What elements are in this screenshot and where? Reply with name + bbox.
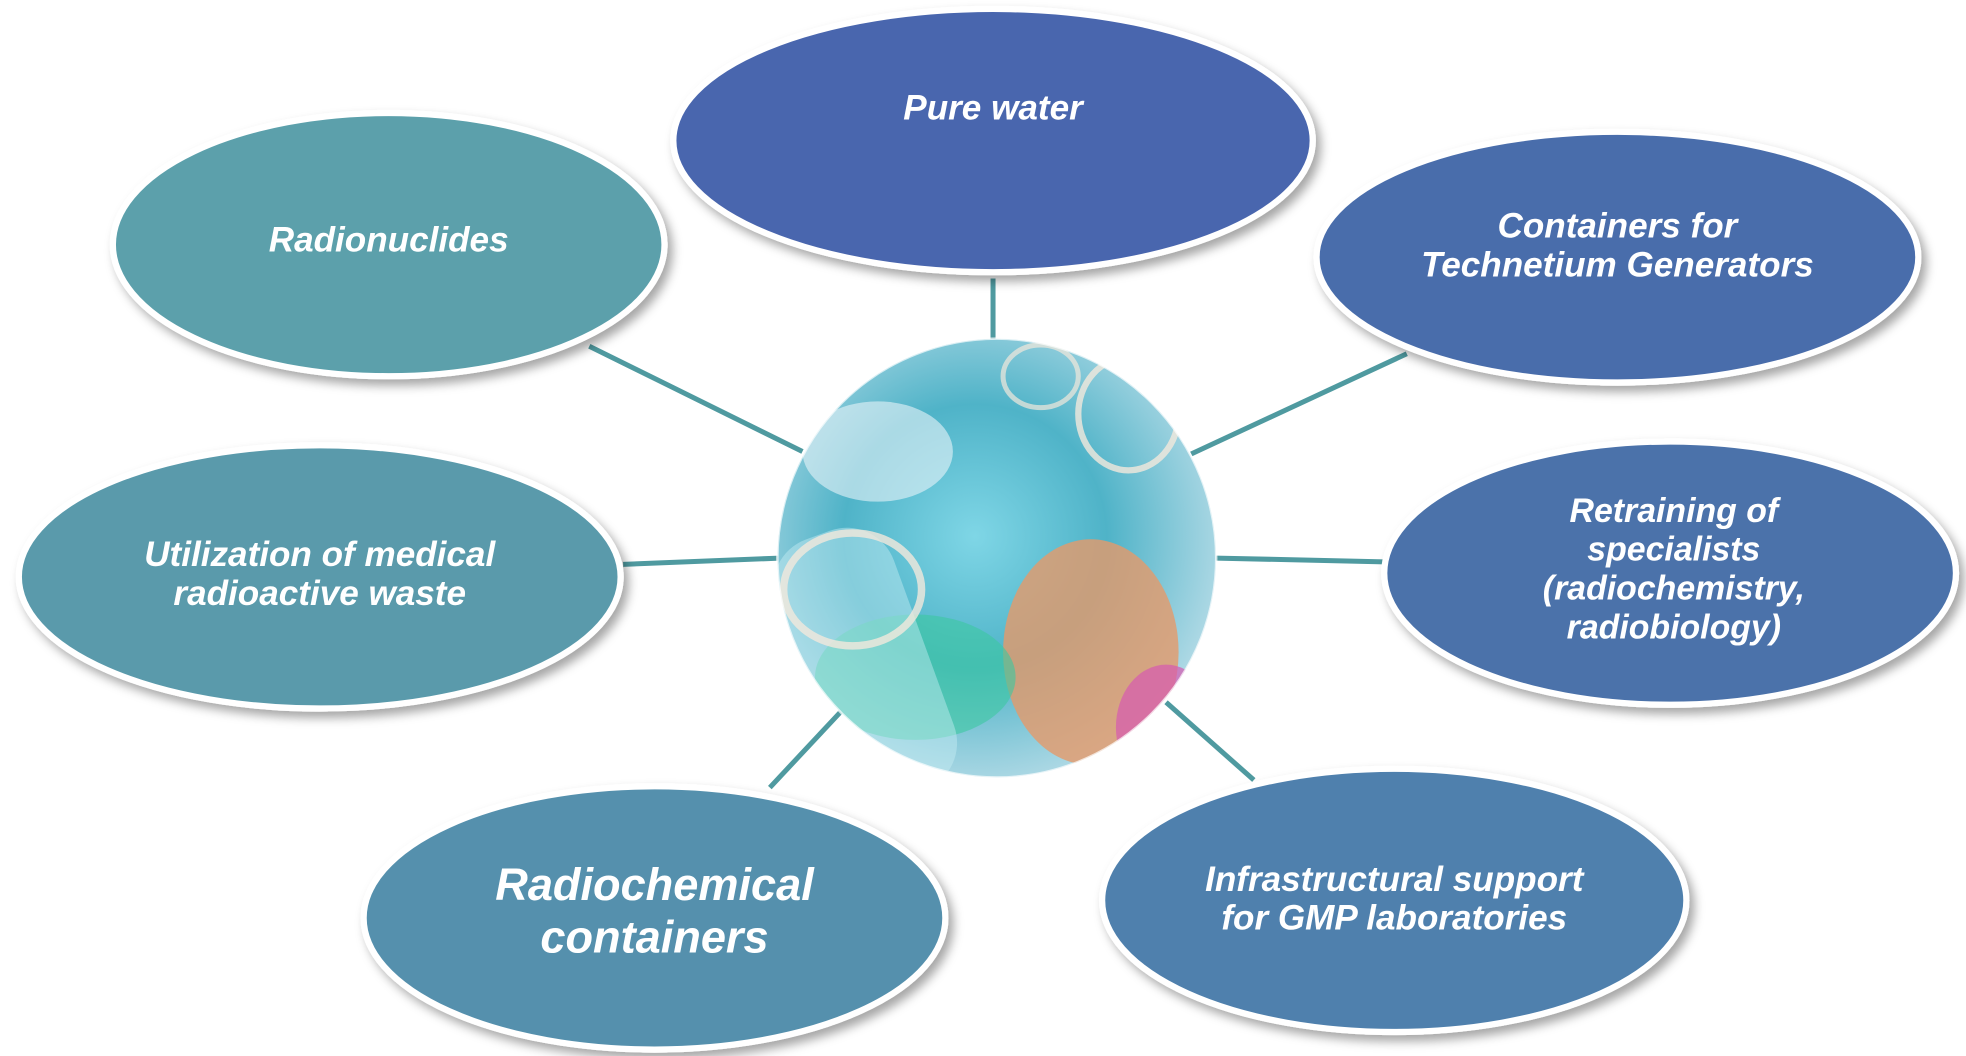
node-label: for GMP laboratories	[1221, 899, 1567, 938]
node-label: Pure water	[903, 89, 1085, 128]
node-label: Infrastructural support	[1205, 860, 1585, 899]
node: Pure water	[673, 9, 1312, 272]
node-label: Radiochemical	[495, 859, 815, 910]
node-label: Containers for	[1498, 207, 1740, 246]
center-image	[759, 339, 1216, 816]
node-label: Retraining of	[1570, 492, 1782, 530]
page: Pure water Radionuclides Containers forTec…	[0, 0, 1966, 1056]
connector	[623, 558, 780, 564]
connector	[1216, 558, 1384, 562]
connector	[770, 710, 843, 788]
node-label: Technetium Generators	[1421, 245, 1814, 284]
node-label: containers	[540, 911, 768, 962]
node-label: Radionuclides	[269, 220, 509, 259]
node-label: radioactive waste	[173, 574, 466, 613]
node: Retraining ofspecialists(radiochemistry,…	[1384, 441, 1956, 704]
node-label: (radiochemistry,	[1543, 570, 1805, 608]
node-label: radiobiology)	[1567, 608, 1781, 646]
connector	[589, 346, 802, 451]
connector	[1166, 702, 1254, 780]
node-label: specialists	[1587, 531, 1760, 569]
node: Radionuclides	[113, 113, 665, 376]
diagram: Pure water Radionuclides Containers forTec…	[0, 0, 1966, 1056]
node-label: Utilization of medical	[144, 535, 496, 574]
node-bubble	[673, 9, 1312, 272]
connector	[1191, 354, 1407, 454]
